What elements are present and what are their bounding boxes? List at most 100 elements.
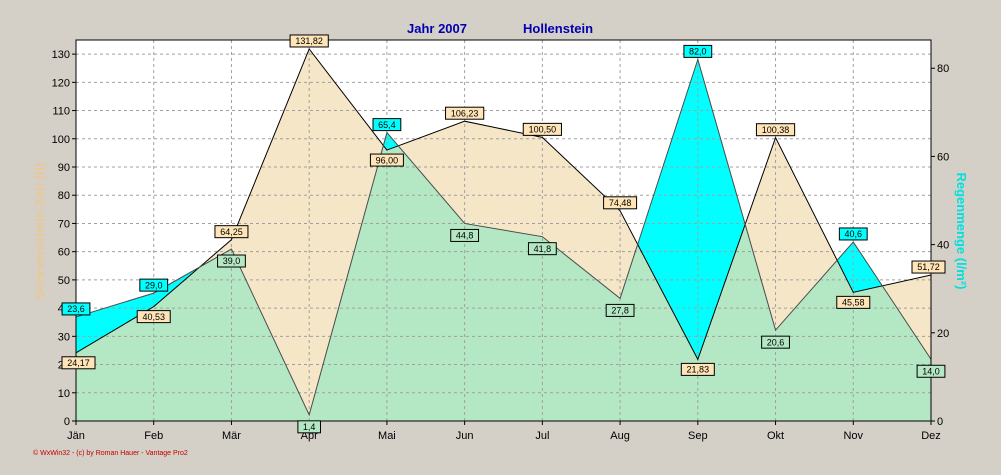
y-left-tick-label: 10: [58, 388, 70, 400]
sunshine-data-label-box: [755, 123, 796, 137]
rain-data-label: 27,8: [605, 303, 635, 317]
y-left-tick-label: 60: [58, 247, 70, 259]
sunshine-data-label-text: 40,53: [142, 312, 165, 322]
sunshine-data-label-box: [289, 34, 329, 48]
rain-data-label: 14,0: [916, 364, 946, 378]
x-tick-label: Okt: [767, 430, 784, 442]
y-left-tick-label: 130: [52, 49, 70, 61]
sunshine-data-label: 45,58: [836, 295, 871, 309]
rain-data-label-text: 40,6: [845, 229, 863, 239]
rain-data-label: 82,0: [683, 44, 713, 58]
y-left-tick-label: 0: [64, 416, 70, 428]
sunshine-data-label: 64,25: [214, 225, 249, 239]
sunshine-data-label: 96,00: [369, 153, 404, 167]
sunshine-line: [75, 47, 932, 361]
rain-data-label-text: 23,6: [67, 304, 85, 314]
series-areas: [76, 48, 931, 422]
y-right-tick-label: 60: [937, 151, 949, 163]
y-right-tick-label: 20: [937, 328, 949, 340]
y-left-tick-label: 50: [58, 275, 70, 287]
x-tick-label: Mär: [222, 430, 241, 442]
sunshine-data-label: 74,48: [603, 196, 638, 210]
rain-data-label-box: [916, 364, 946, 378]
overlap-area: [76, 145, 931, 421]
y-axis-label-left: Sonnenschein-Zeit (h): [32, 163, 47, 300]
rain-data-label-text: 82,0: [689, 47, 707, 57]
sunshine-data-label: 100,50: [522, 122, 562, 136]
rain-data-label-text: 27,8: [611, 306, 629, 316]
sunshine-data-label: 106,23: [445, 106, 485, 120]
sunshine-data-label-text: 131,82: [295, 36, 323, 46]
sunshine-data-label-text: 106,23: [451, 108, 479, 118]
sunshine-data-label-text: 100,38: [762, 125, 790, 135]
x-tick-label: Mai: [378, 430, 396, 442]
chart-title-year: Jahr 2007: [407, 21, 467, 36]
y-right-tick-label: 40: [937, 240, 949, 252]
rain-data-label-box: [527, 242, 557, 256]
y-left-tick-label: 110: [52, 106, 70, 118]
y-left-tick-label: 120: [52, 77, 70, 89]
sunshine-data-label-text: 21,83: [687, 365, 710, 375]
sunshine-data-label-text: 24,17: [67, 358, 90, 368]
sunshine-data-label-box: [214, 225, 249, 239]
rain-data-label-text: 41,8: [534, 244, 552, 254]
sunshine-data-label-text: 64,25: [220, 227, 243, 237]
rain-data-label-text: 20,6: [767, 337, 785, 347]
sunshine-data-label: 21,83: [680, 362, 715, 376]
rain-data-label-text: 29,0: [145, 280, 163, 290]
x-tick-label: Sep: [688, 430, 708, 442]
rain-data-label-box: [683, 44, 713, 58]
sunshine-data-label-text: 51,72: [917, 262, 940, 272]
sunshine-data-label-box: [61, 356, 96, 370]
rain-data-label-box: [139, 278, 169, 292]
rain-data-label-text: 44,8: [456, 231, 474, 241]
rain-data-label: 40,6: [838, 227, 868, 241]
sunshine-data-label-box: [603, 196, 638, 210]
y-right-tick-label: 0: [937, 416, 943, 428]
sunshine-data-label: 24,17: [61, 356, 96, 370]
rain-data-label: 44,8: [450, 228, 480, 242]
sunshine-data-label: 51,72: [911, 260, 946, 274]
rain-data-label-text: 65,4: [378, 120, 396, 130]
credit-text: © WxWin32 - (c) by Roman Hauer - Vantage…: [33, 449, 188, 457]
gridlines: [76, 40, 931, 421]
chart-title-station: Hollenstein: [523, 21, 593, 36]
y-left-tick-label: 90: [58, 162, 70, 174]
x-tick-label: Feb: [144, 430, 163, 442]
y-axis-label-right: Regenmenge (l/m²): [954, 172, 969, 289]
rain-data-label-box: [450, 228, 480, 242]
rain-data-label-box: [605, 303, 635, 317]
sunshine-data-label: 131,82: [289, 34, 329, 48]
rain-data-label: 39,0: [217, 254, 246, 268]
sunshine-data-label-box: [136, 310, 171, 324]
data-labels: 24,17 23,6 40,53 29,0 64,25 39,0 131,82 1,4 96,0…: [61, 34, 946, 434]
sunshine-data-label-box: [445, 106, 485, 120]
sunshine-data-label-box: [911, 260, 946, 274]
y-left-tick-label: 80: [58, 190, 70, 202]
rain-data-label-text: 1,4: [303, 422, 316, 432]
rain-data-label-box: [61, 302, 91, 316]
rain-data-label: 20,6: [761, 335, 790, 349]
y-left-tick-label: 70: [58, 218, 70, 230]
rain-data-label: 1,4: [297, 420, 321, 434]
rain-data-label: 23,6: [61, 302, 91, 316]
x-tick-label: Jun: [456, 430, 474, 442]
x-tick-label: Jul: [535, 430, 549, 442]
sunshine-data-label: 100,38: [755, 123, 796, 137]
rain-data-label-box: [217, 254, 246, 268]
rain-data-label: 65,4: [372, 118, 402, 132]
sunshine-data-label-text: 96,00: [376, 155, 399, 165]
sunshine-data-label-box: [836, 295, 871, 309]
sunshine-data-label-box: [522, 122, 562, 136]
rain-data-label: 29,0: [139, 278, 169, 292]
plot-frame: [75, 39, 932, 422]
rain-data-label-box: [297, 420, 321, 434]
y-left-tick-label: 30: [58, 331, 70, 343]
rain-data-label-text: 39,0: [223, 256, 241, 266]
axis-ticks: 0102030405060708090100110120130020406080…: [52, 49, 950, 442]
y-left-tick-label: 100: [52, 134, 70, 146]
sunshine-data-label-text: 74,48: [609, 198, 632, 208]
rain-data-label: 41,8: [527, 242, 557, 256]
